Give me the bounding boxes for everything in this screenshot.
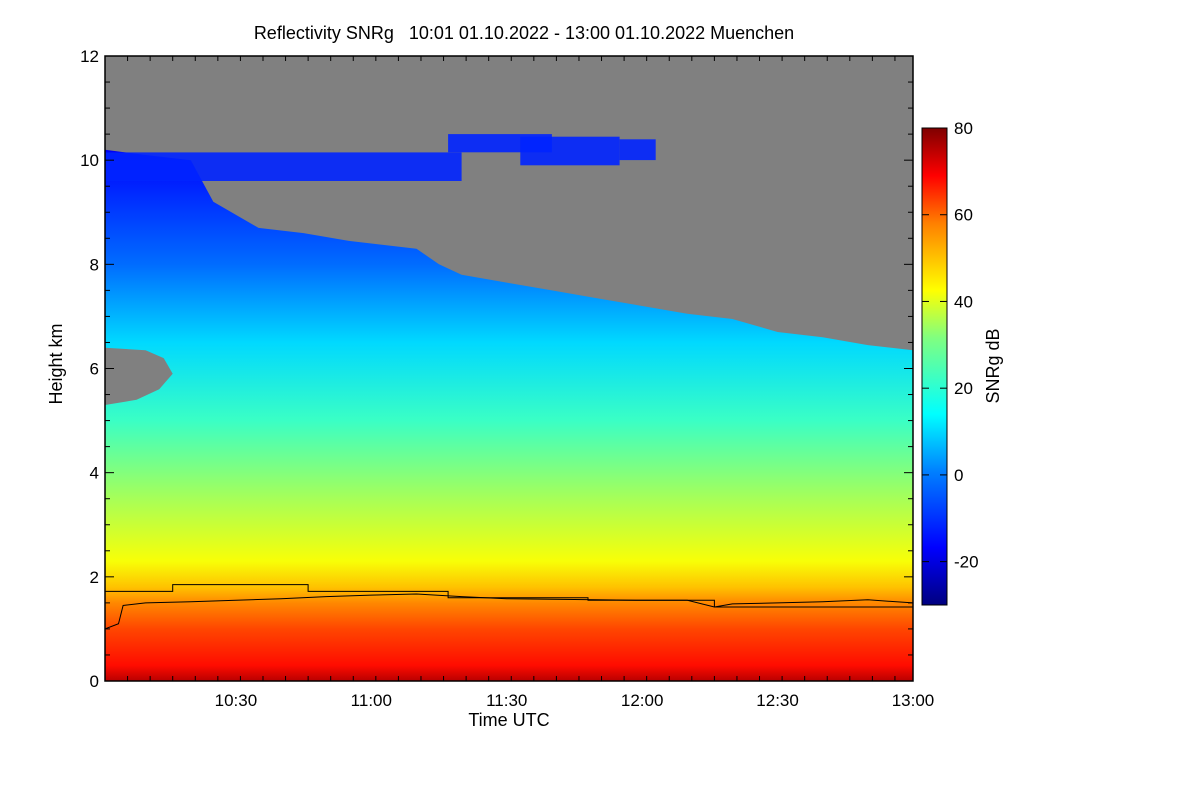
chart-title: Reflectivity SNRg 10:01 01.10.2022 - 13:…: [254, 23, 794, 43]
y-axis: 0 2 4 6 8 10 12: [80, 47, 913, 691]
x-tick-label: 13:00: [892, 691, 935, 710]
colorbar-tick-label: 0: [954, 466, 963, 485]
y-tick-label: 4: [90, 464, 99, 483]
x-tick-label: 11:00: [351, 691, 392, 710]
no-echo-gap: [105, 347, 173, 405]
boundary-layer-lines: [105, 584, 913, 630]
y-tick-label: 0: [90, 672, 99, 691]
echo-field: [105, 149, 913, 681]
y-tick-label: 8: [90, 255, 99, 274]
y-tick-label: 12: [80, 47, 99, 66]
x-tick-label: 10:30: [215, 691, 258, 710]
upper-cloud-layer: [520, 136, 620, 166]
colorbar-label: SNRg dB: [983, 328, 1003, 403]
colorbar-ticks: -20 0 20 40 60 80: [922, 119, 979, 572]
upper-cloud-layer: [105, 152, 462, 181]
x-axis-label: Time UTC: [468, 710, 549, 730]
y-tick-label: 6: [90, 360, 99, 379]
upper-cloud-layer: [619, 139, 656, 161]
y-axis-label: Height km: [46, 323, 66, 404]
x-axis: 10:30 11:00 11:30 12:00 12:30 13:00: [104, 56, 935, 710]
x-tick-label: 12:00: [621, 691, 664, 710]
colorbar-tick-label: -20: [954, 553, 979, 572]
upper-cloud-layers: [105, 134, 656, 181]
plot-area: [105, 56, 913, 681]
colorbar-tick-label: 80: [954, 119, 973, 138]
colorbar-tick-label: 60: [954, 206, 973, 225]
colorbar-tick-label: 20: [954, 379, 973, 398]
x-tick-label: 12:30: [756, 691, 799, 710]
boundary-layer-line: [105, 584, 913, 608]
colorbar-tick-label: 40: [954, 292, 973, 311]
colorbar-gradient: [921, 127, 948, 606]
y-tick-label: 10: [80, 151, 99, 170]
x-tick-label: 11:30: [486, 691, 527, 710]
y-tick-label: 2: [90, 568, 99, 587]
colorbar: -20 0 20 40 60 80 SNRg dB: [921, 119, 1003, 606]
